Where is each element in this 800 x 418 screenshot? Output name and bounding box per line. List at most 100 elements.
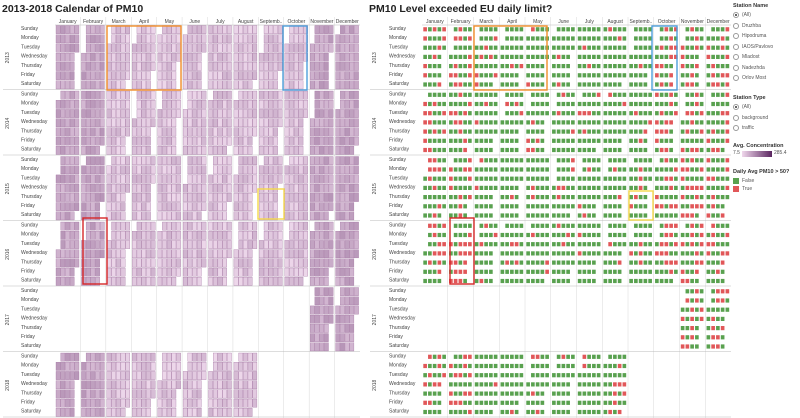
exceed-cell [596, 167, 601, 172]
heat-cell [55, 183, 61, 193]
exceed-cell [695, 111, 699, 116]
heat-cell [150, 258, 156, 268]
radio-icon[interactable] [733, 43, 739, 50]
exceed-cell [514, 54, 519, 59]
heat-cell [60, 127, 66, 137]
heat-cell [227, 43, 232, 53]
heat-cell [259, 146, 264, 155]
heat-cell [132, 371, 137, 380]
exceed-cell [453, 382, 458, 387]
heat-cell [95, 136, 100, 146]
heat-cell [81, 146, 86, 155]
heat-cell [243, 146, 248, 155]
heat-cell [146, 211, 151, 221]
heat-cell [273, 249, 278, 259]
station-name-option[interactable]: Druzhba [733, 22, 761, 29]
radio-icon[interactable] [733, 33, 739, 39]
exceed-cell [617, 242, 622, 247]
heat-cell [289, 146, 294, 155]
heat-cell [171, 221, 177, 231]
heat-cell [136, 231, 142, 240]
radio-icon[interactable] [733, 54, 739, 60]
radio-icon[interactable] [733, 22, 739, 29]
heat-cell [100, 80, 105, 90]
station-name-option[interactable]: (All) [733, 12, 751, 18]
exceed-cell [489, 45, 493, 50]
station-name-option[interactable]: Hipodruma [733, 33, 766, 39]
heat-cell [247, 71, 253, 80]
heat-cell [201, 136, 207, 146]
heat-cell [263, 231, 269, 240]
heat-cell [335, 183, 341, 193]
heat-cell [354, 296, 359, 306]
heat-cell [162, 127, 167, 137]
heat-cell [238, 352, 244, 362]
highlight-box-yellow [257, 188, 285, 220]
station-name-option[interactable]: IAOS/Pavlovo [733, 43, 773, 50]
exceed-cell [556, 363, 561, 369]
exceed-cell [474, 45, 479, 50]
exceed-cell [634, 64, 638, 69]
heat-cell [192, 398, 197, 408]
exceed-cell [648, 242, 652, 247]
exceed-cell [669, 242, 673, 247]
exceed-cell [514, 363, 519, 369]
station-type-option-label: (All) [742, 104, 751, 110]
radio-icon[interactable] [733, 114, 739, 121]
station-name-option[interactable]: Orlov Most [733, 75, 766, 81]
station-type-option[interactable]: background [733, 114, 768, 121]
heat-cell [116, 221, 121, 231]
heat-cell [273, 156, 278, 165]
exceed-cell [685, 289, 690, 294]
heat-cell [146, 267, 151, 277]
heat-cell [141, 408, 147, 417]
heat-cell [273, 34, 278, 44]
exceed-cell [437, 278, 442, 284]
station-name-option[interactable]: Mladost [733, 54, 760, 60]
heat-cell [208, 100, 213, 109]
exceed-cell [514, 36, 519, 41]
station-name-option[interactable]: Nadezhda [733, 64, 765, 71]
exceed-cell [428, 45, 432, 50]
heat-cell [74, 118, 80, 128]
heat-cell [162, 25, 167, 34]
heat-cell [314, 211, 320, 221]
heat-cell [344, 221, 350, 231]
station-type-option[interactable]: (All) [733, 104, 751, 110]
heat-cell [340, 202, 345, 211]
heat-cell [298, 43, 304, 53]
heat-cell [227, 90, 232, 100]
exceed-cell [577, 73, 582, 78]
radio-icon[interactable] [733, 64, 739, 71]
radio-icon[interactable] [733, 12, 739, 18]
exceed-cell [531, 213, 535, 218]
heat-cell [243, 362, 248, 371]
heat-cell [277, 52, 283, 62]
heat-cell [125, 221, 130, 231]
exceed-cell [638, 82, 643, 87]
exceed-cell [725, 82, 730, 87]
exceed-cell [577, 373, 582, 378]
exceed-cell [617, 54, 622, 59]
radio-icon[interactable] [733, 104, 739, 110]
exceed-cell [608, 54, 612, 59]
exceed-cell [432, 204, 437, 209]
heat-cell [252, 380, 258, 390]
exceed-cell [674, 111, 678, 116]
exceed-cell [449, 373, 453, 378]
heat-cell [150, 362, 156, 371]
heat-cell [314, 193, 320, 202]
exceed-cell [561, 204, 566, 209]
exceed-cell [711, 45, 715, 50]
radio-icon[interactable] [733, 125, 739, 131]
exceed-cell [489, 269, 493, 274]
heat-cell [171, 183, 177, 193]
exceed-cell [711, 54, 715, 59]
station-type-option[interactable]: traffic [733, 125, 754, 131]
heat-cell [171, 109, 177, 118]
exceed-cell [540, 213, 545, 218]
heat-cell [340, 118, 345, 128]
radio-icon[interactable] [733, 75, 739, 81]
heat-cell [213, 52, 218, 62]
heat-cell [324, 71, 329, 80]
